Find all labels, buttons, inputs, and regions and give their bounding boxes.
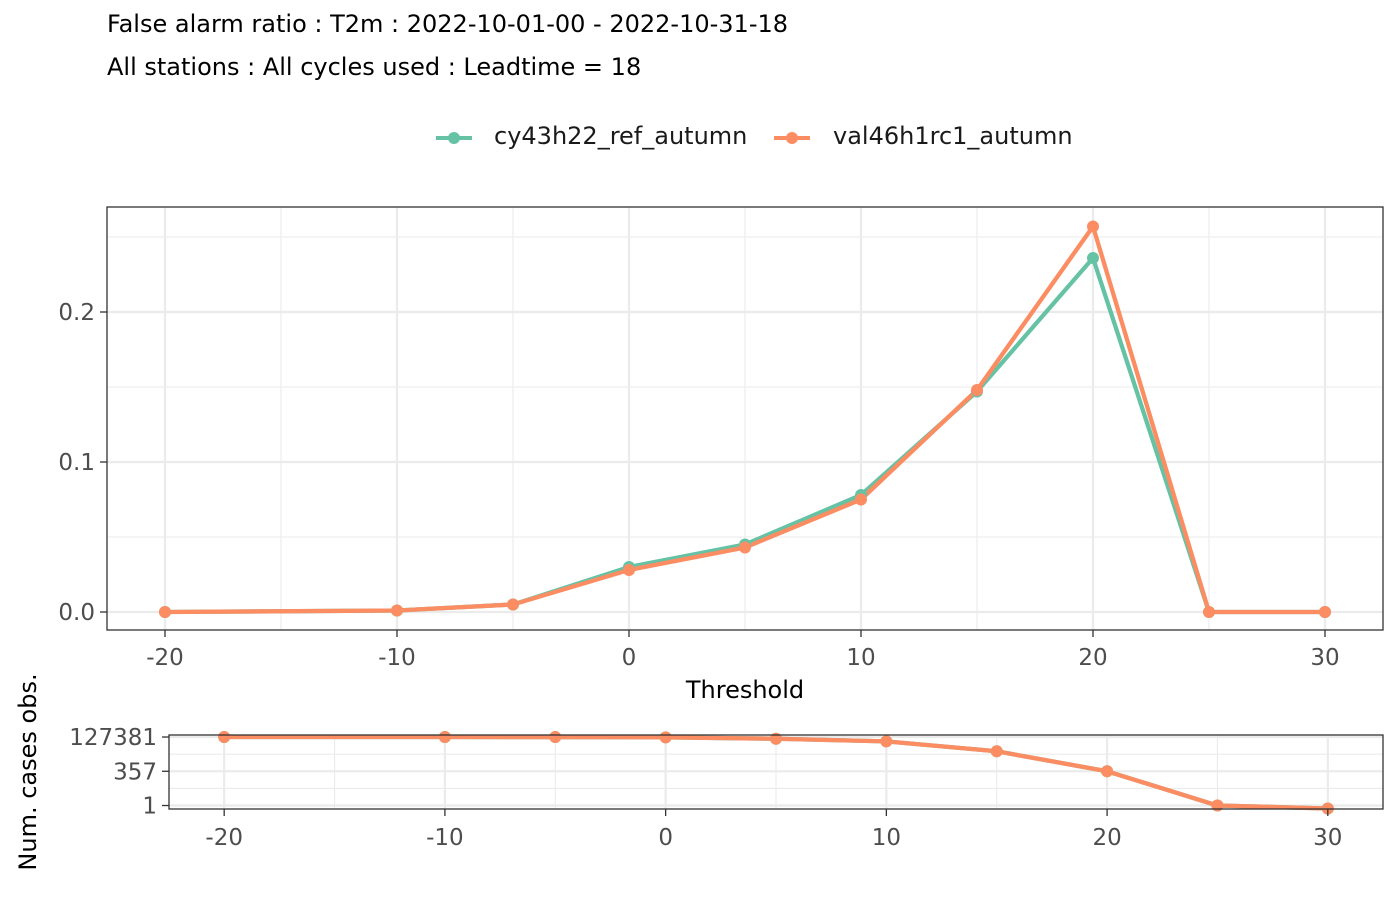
main-series-2-point [1203, 606, 1215, 618]
main-series-2-point [1319, 606, 1331, 618]
main-x-tick-label: 10 [846, 645, 875, 671]
main-series-1-point [1087, 252, 1099, 264]
count-y-tick-label: 357 [113, 759, 157, 785]
count-series-2-point [1211, 799, 1224, 812]
main-series-2-point [623, 564, 635, 576]
main-x-tick-label: 30 [1310, 645, 1339, 671]
main-series-2-point [507, 598, 519, 611]
count-x-tick-label: 20 [1092, 825, 1121, 851]
main-series-2-point [739, 541, 751, 554]
count-series-2-point [990, 745, 1003, 758]
count-series-2-line [224, 734, 1328, 811]
legend-key-series-1-icon [436, 132, 472, 144]
main-panel-border [106, 206, 1384, 631]
main-x-tick-label: 20 [1078, 645, 1107, 671]
legend-key-series-2-icon [774, 132, 810, 144]
main-y-tick-label: 0.0 [58, 600, 95, 626]
count-series-2-point [659, 731, 672, 744]
legend-label-series-2: val46h1rc1_autumn [833, 122, 1073, 150]
count-series-2-point [438, 731, 451, 744]
main-x-tick-label: -10 [378, 645, 416, 671]
count-y-tick-label: 127381 [69, 725, 157, 751]
count-series-2-point [880, 735, 893, 748]
count-series-2-point [770, 732, 782, 745]
main-series-2-point [855, 493, 867, 506]
main-series-2-point [391, 604, 403, 617]
count-series-2-point [549, 731, 562, 744]
main-series-2-point [1087, 220, 1099, 233]
count-x-tick-label: 30 [1313, 825, 1342, 851]
x-axis-title: Threshold [685, 676, 804, 704]
main-series-2-point [971, 384, 983, 396]
chart-title: False alarm ratio : T2m : 2022-10-01-00 … [107, 10, 789, 38]
count-y-tick-label: 1 [142, 794, 157, 820]
chart-subtitle: All stations : All cycles used : Leadtim… [107, 53, 642, 81]
main-y-tick-label: 0.2 [58, 300, 95, 326]
count-x-tick-label: 0 [658, 825, 673, 851]
main-x-tick-label: -20 [146, 645, 184, 671]
count-x-tick-label: -10 [426, 825, 464, 851]
main-series-2-line [164, 224, 1325, 615]
count-x-tick-label: 10 [872, 825, 901, 851]
count-panel-border [168, 734, 1384, 810]
count-series-2-point [218, 731, 231, 744]
main-y-tick-label: 0.1 [58, 450, 95, 476]
legend-label-series-1: cy43h22_ref_autumn [494, 122, 748, 150]
count-series-2-point [1101, 765, 1114, 778]
main-x-tick-label: 0 [622, 645, 637, 671]
count-y-axis-title: Num. cases obs. [14, 673, 42, 870]
main-series-2-point [159, 606, 171, 618]
count-x-tick-label: -20 [205, 825, 243, 851]
